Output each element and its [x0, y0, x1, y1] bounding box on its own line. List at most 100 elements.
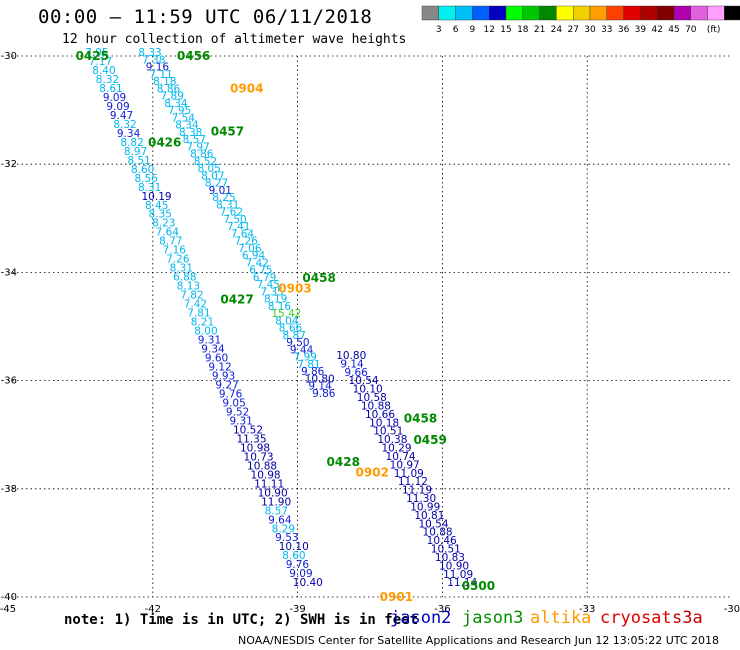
legend-label: 45 [668, 25, 679, 35]
legend-swatch [505, 5, 523, 21]
swh-point: 11.90 [261, 496, 291, 508]
swh-point: 10.52 [233, 424, 263, 436]
legend-label: 9 [470, 25, 476, 35]
swh-point: 7.11 [149, 69, 172, 81]
swh-point: 10.83 [435, 552, 465, 564]
time-labels: 0425 045609040457042604580903042704580459… [76, 49, 496, 604]
swh-point: 10.81 [414, 510, 444, 522]
swh-point: 11.09 [443, 569, 473, 581]
swh-point: 9.31 [229, 415, 252, 427]
swh-point: 7.26 [166, 254, 190, 266]
swh-point: 8.38 [179, 127, 202, 139]
legend-swatch [539, 5, 557, 21]
swh-point: 7.35 [260, 286, 283, 298]
legend-swatch [421, 5, 439, 21]
legend-label: 36 [618, 25, 630, 35]
swh-point: 8.34 [175, 120, 199, 132]
satellite-jason3: jason3 [462, 608, 524, 628]
swh-point: 11.11 [254, 478, 284, 490]
swh-point: 8.34 [164, 98, 188, 110]
swh-point: 8.66 [279, 323, 303, 335]
swh-point: 7.50 [223, 214, 246, 226]
swh-point: 8.35 [149, 209, 172, 221]
swh-point: 9.12 [208, 362, 231, 374]
swh-point: 8.45 [145, 200, 168, 212]
swh-point: 9.50 [286, 337, 309, 349]
swh-point: 9.01 [209, 185, 232, 197]
x-tick-label: -42 [145, 604, 161, 615]
swh-point: 8.60 [131, 164, 154, 176]
swh-point: 11.30 [406, 493, 436, 505]
legend-label: 30 [584, 25, 596, 35]
swh-point: 10.90 [439, 560, 469, 572]
swh-point: 9.05 [222, 397, 245, 409]
color-legend: 3 6 9 12 15 18 21 24 27 30 33 36 39 42 45 70 (ft) [421, 5, 740, 35]
x-tick-label: -45 [0, 604, 16, 615]
swh-point: 9.64 [268, 514, 292, 526]
swh-point: 6.75 [249, 265, 272, 277]
swh-point: 7.38 [142, 54, 165, 66]
swh-point: 9.14 [308, 381, 332, 393]
legend-swatch [438, 5, 456, 21]
time-label: 0901 [380, 590, 413, 604]
swh-point: 8.07 [201, 170, 224, 182]
swh-point: 8.57 [183, 134, 206, 146]
footer-credit: NOAA/NESDIS Center for Satellite Applica… [238, 634, 720, 647]
legend-swatch [489, 5, 507, 21]
swh-point: 10.40 [293, 577, 323, 589]
swh-point: 8.27 [205, 178, 228, 190]
swh-point: 10.51 [373, 426, 403, 438]
swh-point: 8.40 [92, 65, 115, 77]
satellite-s3a: s3a [672, 608, 703, 628]
swh-point: 11.19 [402, 485, 432, 497]
swh-point: 9.09 [289, 568, 312, 580]
time-label: 0500 [462, 579, 495, 593]
swh-point: 10.29 [381, 443, 411, 455]
time-label: 0458 [404, 411, 437, 425]
swh-point: 8.82 [120, 137, 143, 149]
swh-point: 9.93 [212, 370, 235, 382]
y-tick-label: -38 [1, 484, 17, 495]
swh-point: 11.35 [236, 433, 266, 445]
swh-point: 9.14 [340, 358, 364, 370]
swh-point: 8.19 [264, 294, 287, 306]
swh-point: 7.99 [294, 352, 317, 364]
swh-point: 8.86 [157, 83, 181, 95]
legend-swatch [472, 5, 490, 21]
swh-point: 9.47 [110, 110, 133, 122]
swh-point: 10.98 [251, 469, 281, 481]
swh-point: 8.31 [216, 199, 239, 211]
swh-point: 10.51 [431, 544, 461, 556]
swh-point: 11.12 [398, 476, 428, 488]
swh-point: 9.76 [219, 388, 243, 400]
time-label: 0457 [211, 125, 244, 139]
legend-label: 33 [601, 25, 612, 35]
swh-point: 11.09 [394, 468, 424, 480]
data-points: 7.957.178.408.328.619.099.099.478.329.34… [85, 47, 477, 589]
legend-label: 18 [517, 25, 529, 35]
swh-point: 9.44 [290, 344, 314, 356]
swh-point: 9.52 [226, 406, 249, 418]
legend-label: 15 [500, 25, 511, 35]
time-label: 0426 [148, 136, 181, 150]
time-label: 0904 [230, 81, 263, 95]
swh-point: 9.66 [344, 367, 368, 379]
swh-point: 10.38 [377, 434, 407, 446]
swh-point: 10.73 [244, 451, 274, 463]
swh-point: 7.54 [172, 112, 196, 124]
swh-point: 8.25 [212, 192, 235, 204]
swh-point: 9.16 [146, 62, 170, 74]
x-tick-label: -36 [434, 604, 450, 615]
x-tick-label: -33 [579, 604, 595, 615]
swh-point: 7.45 [257, 279, 280, 291]
legend-swatch [690, 5, 708, 21]
swh-point: 8.77 [159, 236, 182, 248]
swh-point: 10.54 [349, 375, 379, 387]
swh-point: 11.14 [447, 577, 477, 589]
legend-swatch [623, 5, 641, 21]
time-label: 0902 [356, 466, 389, 480]
swh-point: 10.98 [240, 442, 270, 454]
swh-point: 7.81 [297, 359, 320, 371]
time-label: 0458 [302, 271, 335, 285]
swh-point: 8.52 [194, 156, 217, 168]
